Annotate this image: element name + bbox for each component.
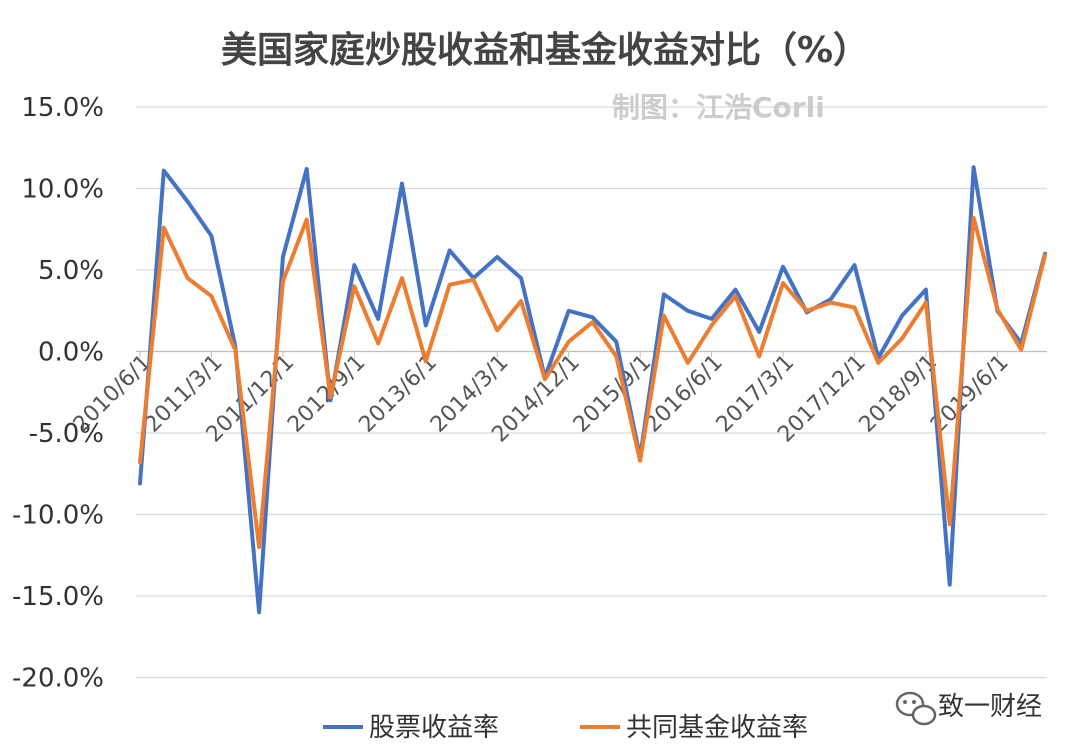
brand-mark: 致一财经 <box>895 691 1042 726</box>
y-tick-label: 10.0% <box>21 175 104 205</box>
y-tick-label: -10.0% <box>12 501 104 531</box>
y-tick-label: 15.0% <box>21 93 104 123</box>
x-tick-label: 2013/6/1 <box>354 350 442 438</box>
chart-title: 美国家庭炒股收益和基金收益对比（%） <box>221 29 869 71</box>
y-tick-label: -20.0% <box>12 664 104 694</box>
chart-legend: 股票收益率 共同基金收益率 <box>323 713 808 743</box>
wechat-icon <box>895 691 937 726</box>
y-tick-label: -15.0% <box>12 582 104 612</box>
y-tick-label: 5.0% <box>38 256 104 286</box>
chart-watermark: 制图：江浩Corli <box>612 91 825 124</box>
brand-name: 致一财经 <box>938 692 1042 722</box>
x-tick-label: 2018/9/1 <box>855 350 943 438</box>
y-axis-ticks: 15.0% 10.0% 5.0% 0.0% -5.0% -10.0% -15.0% -20.0… <box>12 93 104 694</box>
legend-label: 股票收益率 <box>369 713 499 743</box>
y-tick-label: 0.0% <box>38 338 104 368</box>
chart-series <box>138 165 1047 615</box>
legend-label: 共同基金收益率 <box>626 713 808 743</box>
y-tick-label: -5.0% <box>29 419 104 449</box>
